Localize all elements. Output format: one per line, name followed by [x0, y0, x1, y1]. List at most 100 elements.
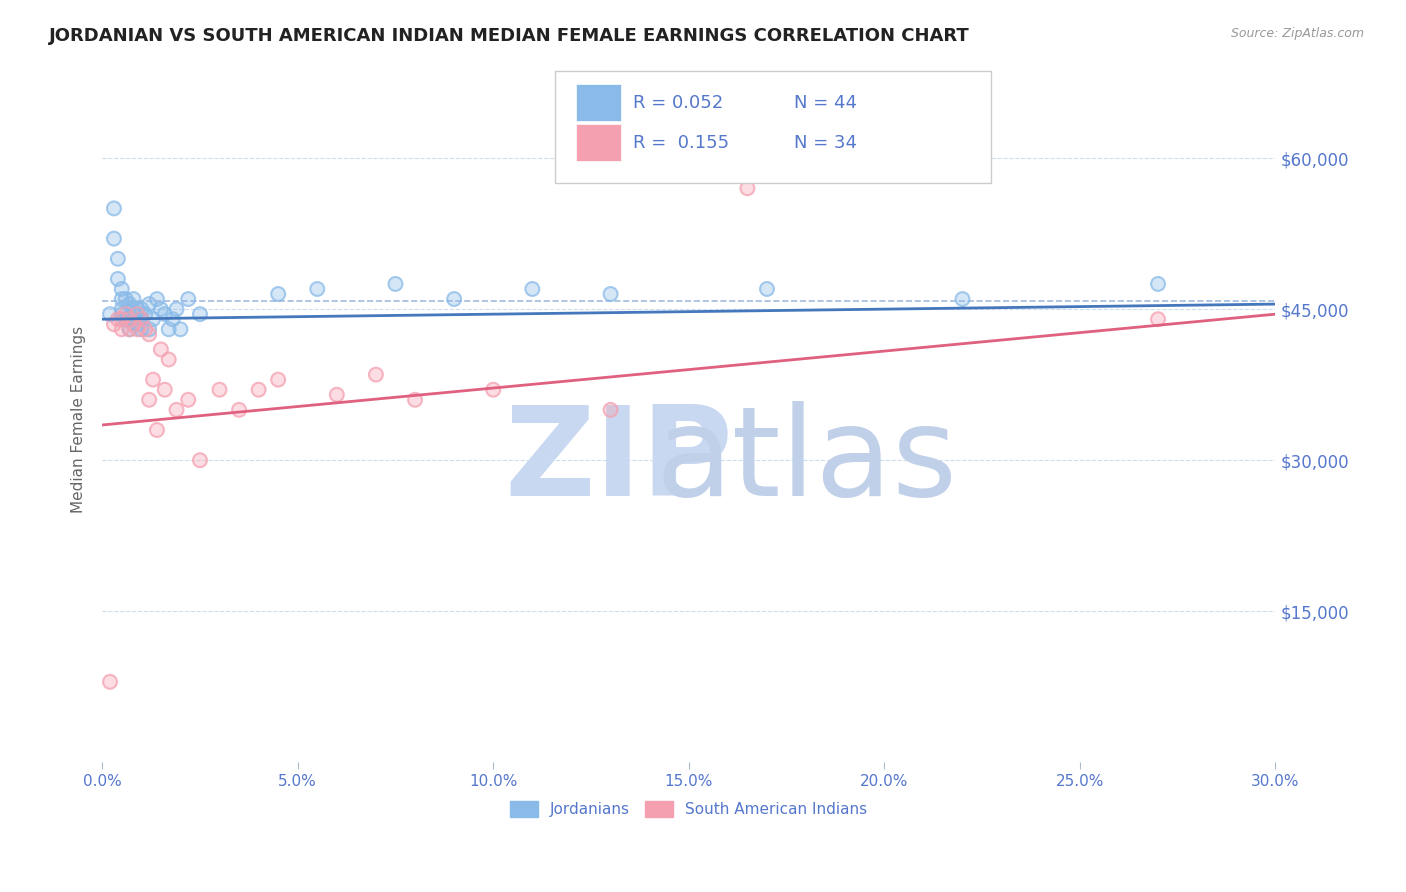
Point [169, 322, 191, 336]
Point [131, 312, 153, 326]
Point [127, 317, 149, 331]
Point [157, 322, 180, 336]
Point [522, 282, 544, 296]
Text: JORDANIAN VS SOUTH AMERICAN INDIAN MEDIAN FEMALE EARNINGS CORRELATION CHART: JORDANIAN VS SOUTH AMERICAN INDIAN MEDIA… [49, 27, 970, 45]
Point [122, 292, 145, 306]
Point [118, 312, 141, 326]
Point [122, 292, 145, 306]
Point [107, 312, 129, 326]
Point [142, 312, 165, 326]
Point [111, 312, 134, 326]
Point [131, 312, 153, 326]
Point [157, 352, 180, 367]
Point [107, 272, 129, 286]
Point [98, 674, 121, 689]
Point [177, 392, 200, 407]
Point [142, 373, 165, 387]
Text: R = 0.052: R = 0.052 [633, 94, 723, 112]
Point [107, 312, 129, 326]
Text: N = 44: N = 44 [794, 94, 858, 112]
Point [118, 312, 141, 326]
Point [111, 322, 134, 336]
Point [134, 307, 156, 321]
Point [111, 292, 134, 306]
Point [599, 287, 621, 301]
Point [599, 402, 621, 417]
Point [142, 312, 165, 326]
Point [177, 392, 200, 407]
Point [114, 292, 136, 306]
Point [756, 282, 779, 296]
Point [127, 322, 149, 336]
Point [307, 282, 329, 296]
Point [111, 282, 134, 296]
Point [153, 383, 176, 397]
Point [247, 383, 270, 397]
Point [404, 392, 426, 407]
Point [111, 302, 134, 317]
Point [1147, 277, 1170, 291]
Point [162, 312, 184, 326]
Point [111, 302, 134, 317]
Point [188, 307, 211, 321]
Point [404, 392, 426, 407]
Point [118, 322, 141, 336]
Point [364, 368, 387, 382]
Point [131, 312, 153, 326]
Point [208, 383, 231, 397]
Point [118, 322, 141, 336]
Y-axis label: Median Female Earnings: Median Female Earnings [72, 326, 86, 514]
Point [443, 292, 465, 306]
Point [326, 388, 349, 402]
Point [149, 302, 172, 317]
Point [153, 383, 176, 397]
Point [131, 302, 153, 317]
Point [114, 307, 136, 321]
Point [131, 312, 153, 326]
Point [952, 292, 974, 306]
Point [118, 297, 141, 311]
Point [522, 282, 544, 296]
Point [146, 423, 169, 437]
Point [118, 312, 141, 326]
Point [138, 392, 160, 407]
Point [127, 317, 149, 331]
Point [131, 322, 153, 336]
Point [1147, 312, 1170, 326]
Point [111, 312, 134, 326]
Point [267, 287, 290, 301]
Point [107, 272, 129, 286]
Point [111, 282, 134, 296]
Point [127, 307, 149, 321]
Text: atlas: atlas [655, 401, 957, 522]
Point [166, 302, 188, 317]
Point [188, 453, 211, 467]
Point [384, 277, 406, 291]
Point [188, 307, 211, 321]
Point [138, 322, 160, 336]
Point [122, 307, 145, 321]
Point [114, 312, 136, 326]
Point [149, 302, 172, 317]
Point [599, 287, 621, 301]
Point [138, 392, 160, 407]
Point [166, 302, 188, 317]
Point [114, 312, 136, 326]
Point [103, 202, 125, 216]
Point [146, 292, 169, 306]
Point [103, 232, 125, 246]
Point [267, 373, 290, 387]
Point [131, 302, 153, 317]
Point [146, 292, 169, 306]
Point [127, 307, 149, 321]
Point [127, 322, 149, 336]
Point [443, 292, 465, 306]
Point [247, 383, 270, 397]
Point [111, 292, 134, 306]
Point [103, 232, 125, 246]
Point [118, 312, 141, 326]
Point [103, 317, 125, 331]
Point [98, 307, 121, 321]
Point [98, 674, 121, 689]
Point [177, 292, 200, 306]
